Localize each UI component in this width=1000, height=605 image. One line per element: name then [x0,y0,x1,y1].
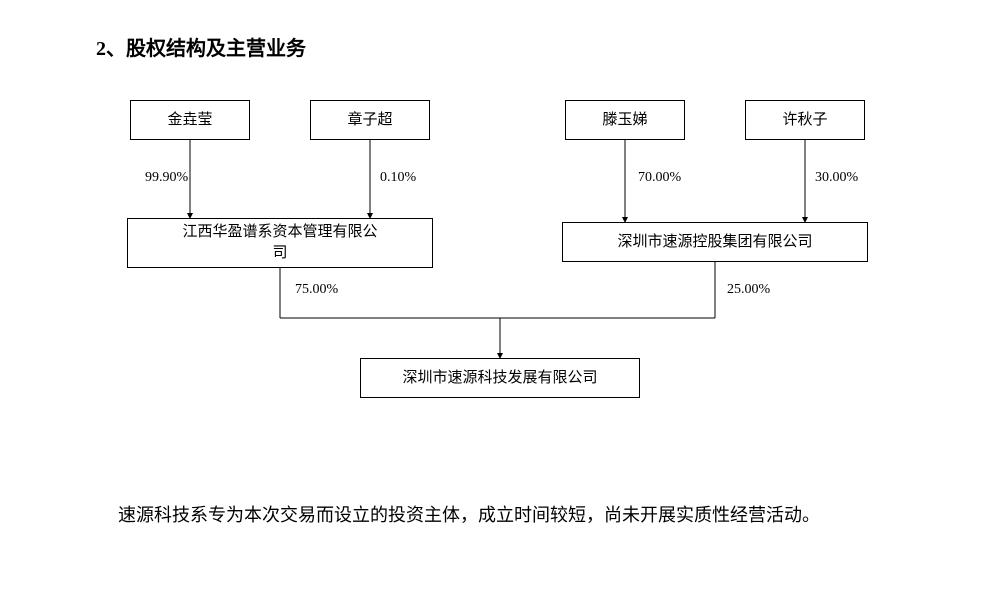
edge-label: 25.00% [727,282,770,298]
edge-label: 0.10% [380,170,416,186]
node-b1: 深圳市速源科技发展有限公司 [360,358,640,398]
footer-paragraph: 速源科技系专为本次交易而设立的投资主体，成立时间较短，尚未开展实质性经营活动。 [82,496,902,536]
edge-label: 75.00% [295,282,338,298]
edge-label: 30.00% [815,170,858,186]
node-p3: 滕玉娣 [565,100,685,140]
node-p4: 许秋子 [745,100,865,140]
node-m2: 深圳市速源控股集团有限公司 [562,222,868,262]
equity-structure-diagram: 金垚莹 章子超 滕玉娣 许秋子江西华盈谱系资本管理有限公 司 深圳市速源控股集团有限公司… [0,100,1000,440]
node-p2: 章子超 [310,100,430,140]
footer-text-content: 速源科技系专为本次交易而设立的投资主体，成立时间较短，尚未开展实质性经营活动。 [118,505,820,525]
edge-label: 99.90% [145,170,188,186]
node-m1: 江西华盈谱系资本管理有限公 司 [127,218,433,268]
edge-label: 70.00% [638,170,681,186]
section-heading: 2、股权结构及主营业务 [96,32,306,61]
node-p1: 金垚莹 [130,100,250,140]
